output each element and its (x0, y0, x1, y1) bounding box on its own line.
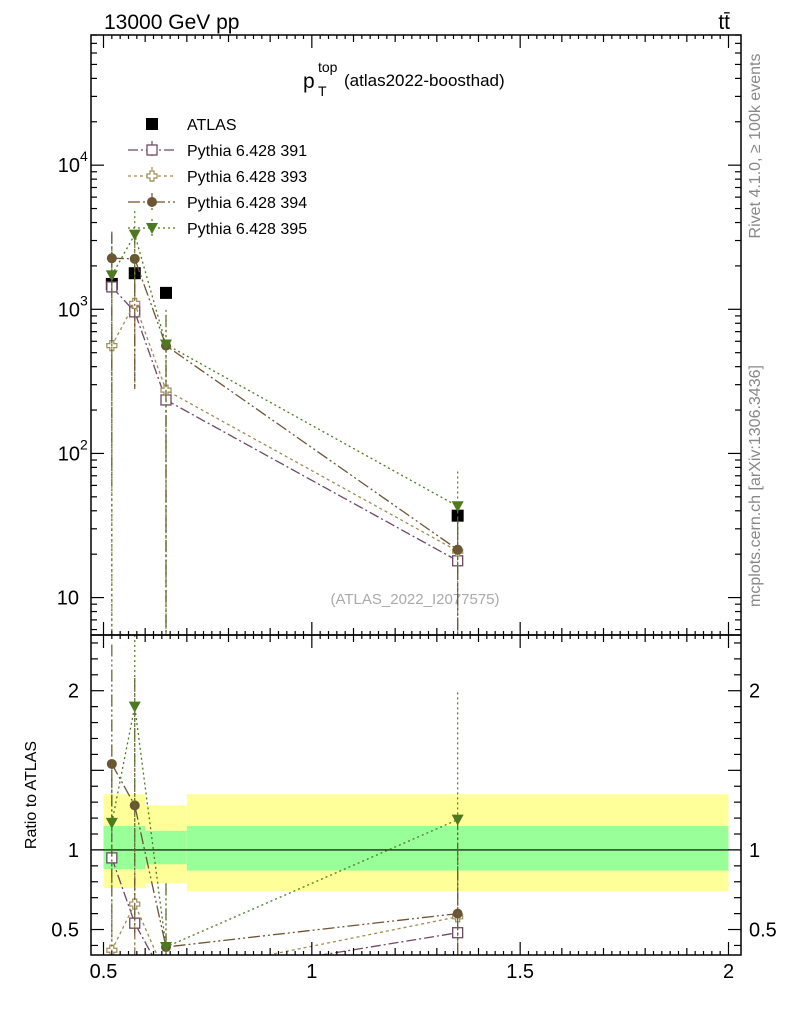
main-point-atlas (160, 286, 172, 299)
y-tick-label: 10 (58, 299, 80, 321)
x-tick-label: 0.5 (90, 961, 118, 983)
main-panel-series (105, 211, 464, 635)
series-layer (105, 211, 464, 985)
ratio-band-inner-1 (145, 830, 187, 865)
ratio-panel-frame (90, 634, 742, 956)
ratio-y-tick-label: 2 (68, 681, 79, 703)
main-line-pythia-6-428-393 (111, 301, 458, 552)
x-tick-label: 2 (723, 961, 734, 983)
ratio-axis-label: Ratio to ATLAS (23, 741, 40, 849)
y-tick-label: 10 (58, 443, 80, 465)
y-tick-label: 10 (58, 155, 80, 177)
main-point-atlas (451, 509, 464, 522)
main-point-pythia-6-428-395 (105, 270, 118, 282)
legend-item-pythia-6-428-393: Pythia 6.428 393 (128, 167, 307, 186)
main-point-pythia-6-428-393 (129, 297, 141, 309)
ratio-y-tick-label: 1 (68, 840, 79, 862)
plot-title: p top T (atlas2022-boosthad) (303, 59, 505, 99)
ratio-line-pythia-6-428-395 (111, 706, 458, 948)
main-point-pythia-6-428-395 (451, 501, 464, 513)
legend-marker (146, 170, 158, 182)
process-label: tt̄ (718, 11, 730, 34)
title-superscript: top (318, 59, 338, 75)
legend-label: Pythia 6.428 393 (187, 169, 307, 186)
ratio-line-pythia-6-428-393 (111, 902, 458, 955)
legend-marker (146, 118, 158, 130)
ratio-y-tick-label-right: 1 (749, 840, 760, 862)
x-tick-label: 1.5 (506, 961, 534, 983)
legend-item-atlas: ATLAS (146, 117, 237, 134)
main-line-pythia-6-428-395 (111, 232, 458, 507)
main-line-pythia-6-428-391 (111, 286, 458, 562)
legend-marker (146, 144, 158, 156)
ratio-point-pythia-6-428-393 (161, 971, 171, 981)
ratio-uncertainty-bands (91, 794, 741, 892)
ratio-point-pythia-6-428-394 (106, 758, 117, 769)
main-point-pythia-6-428-395 (128, 229, 141, 241)
ratio-point-pythia-6-428-391 (161, 975, 171, 985)
main-point-pythia-6-428-394 (106, 253, 117, 264)
legend-item-pythia-6-428-394: Pythia 6.428 394 (128, 193, 307, 212)
legend-marker (147, 197, 157, 207)
main-line-pythia-6-428-394 (111, 257, 459, 551)
analysis-watermark: (ATLAS_2022_I2077575) (330, 591, 499, 608)
main-point-pythia-6-428-394 (129, 253, 140, 264)
ratio-point-pythia-6-428-395 (160, 942, 172, 954)
y-tick-exponent: 4 (80, 148, 88, 164)
legend-label: Pythia 6.428 394 (187, 195, 307, 212)
title-suffix: (atlas2022-boosthad) (344, 71, 505, 90)
y-tick-exponent: 2 (80, 436, 88, 452)
title-symbol: p (303, 70, 315, 93)
main-point-pythia-6-428-395 (160, 339, 172, 351)
ratio-y-tick-label-right: 2 (749, 681, 760, 703)
ratio-point-pythia-6-428-395 (128, 701, 141, 713)
x-tick-label: 1 (306, 961, 317, 983)
ratio-panel-series (105, 635, 464, 985)
legend-label: Pythia 6.428 391 (187, 143, 307, 160)
rivet-version-label: Rivet 4.1.0, ≥ 100k events (747, 54, 764, 239)
legend-marker (146, 223, 158, 234)
energy-label: 13000 GeV pp (104, 11, 239, 34)
y-tick-label: 10 (57, 588, 79, 610)
legend-label: ATLAS (187, 117, 237, 134)
ratio-point-pythia-6-428-395 (451, 814, 464, 826)
ratio-y-tick-label: 0.5 (51, 920, 79, 942)
main-point-pythia-6-428-394 (452, 544, 463, 555)
y-tick-exponent: 3 (80, 292, 88, 308)
mcplots-label: mcplots.cern.ch [arXiv:1306.3436] (747, 365, 764, 607)
legend-item-pythia-6-428-395: Pythia 6.428 395 (128, 219, 307, 238)
ratio-point-pythia-6-428-395 (105, 817, 118, 829)
legend-label: Pythia 6.428 395 (187, 221, 307, 238)
legend-item-pythia-6-428-391: Pythia 6.428 391 (128, 141, 307, 160)
ratio-y-tick-label-right: 0.5 (749, 920, 777, 942)
legend: ATLAS Pythia 6.428 391 Pythia 6.428 393 Pyt… (128, 117, 307, 238)
title-subscript: T (318, 83, 327, 99)
